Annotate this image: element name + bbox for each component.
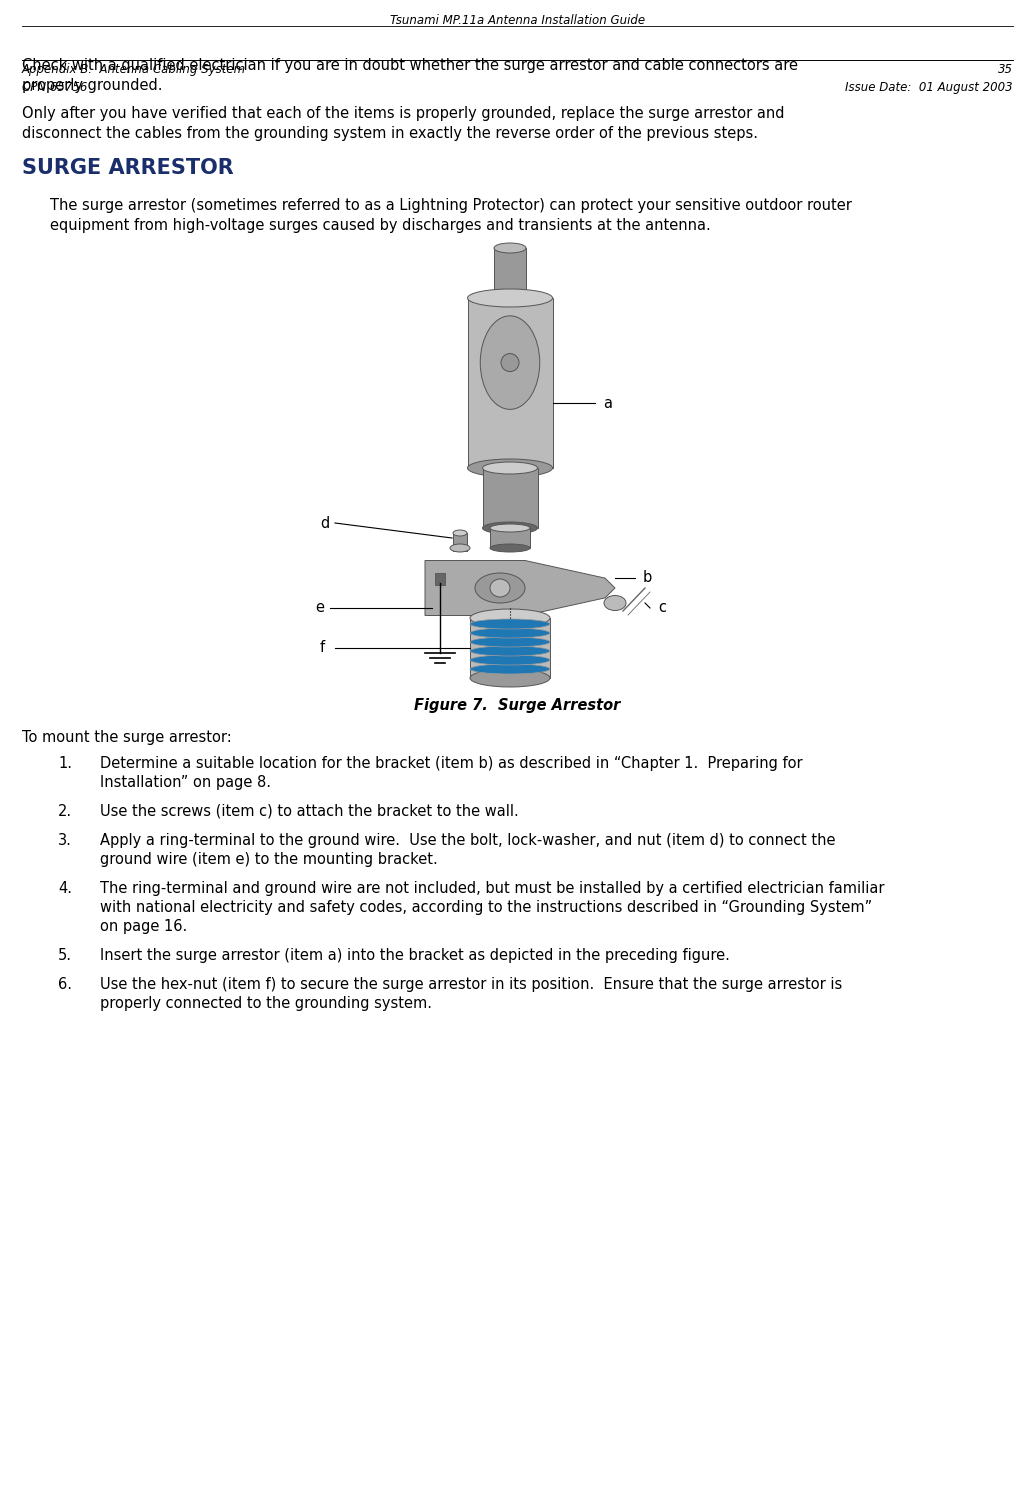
Text: b: b [643,571,652,586]
Text: CPN 65756: CPN 65756 [22,80,87,94]
Ellipse shape [490,578,510,596]
Text: SURGE ARRESTOR: SURGE ARRESTOR [22,158,234,178]
Text: Installation” on page 8.: Installation” on page 8. [100,775,271,790]
Text: a: a [603,396,612,410]
Text: Insert the surge arrestor (item a) into the bracket as depicted in the preceding: Insert the surge arrestor (item a) into … [100,949,730,964]
Text: Determine a suitable location for the bracket (item b) as described in “Chapter : Determine a suitable location for the br… [100,755,802,770]
Ellipse shape [470,654,550,665]
Ellipse shape [494,293,526,303]
Bar [453,532,467,552]
Text: Figure 7.  Surge Arrestor: Figure 7. Surge Arrestor [414,697,621,712]
Ellipse shape [453,529,467,535]
Ellipse shape [470,619,550,629]
Text: Tsunami MP.11a Antenna Installation Guide: Tsunami MP.11a Antenna Installation Guid… [390,13,645,27]
Ellipse shape [470,665,550,674]
Text: c: c [658,601,666,616]
Ellipse shape [470,610,550,628]
Ellipse shape [450,544,470,552]
Text: Only after you have verified that each of the items is properly grounded, replac: Only after you have verified that each o… [22,106,785,120]
Text: The ring-terminal and ground wire are not included, but must be installed by a c: The ring-terminal and ground wire are no… [100,880,885,897]
Ellipse shape [480,315,539,409]
Text: properly connected to the grounding system.: properly connected to the grounding syst… [100,996,432,1011]
Text: 4.: 4. [58,880,72,897]
Text: properly grounded.: properly grounded. [22,77,162,94]
Text: Appendix B.  Antenna Cabling System: Appendix B. Antenna Cabling System [22,62,246,76]
Text: Check with a qualified electrician if you are in doubt whether the surge arresto: Check with a qualified electrician if yo… [22,58,798,73]
Polygon shape [425,561,615,616]
Text: e: e [315,601,324,616]
Ellipse shape [470,669,550,687]
Ellipse shape [501,354,519,372]
Ellipse shape [470,645,550,656]
Text: 1.: 1. [58,755,72,770]
Text: Issue Date:  01 August 2003: Issue Date: 01 August 2003 [846,80,1013,94]
Text: f: f [320,641,325,656]
Text: Use the screws (item c) to attach the bracket to the wall.: Use the screws (item c) to attach the br… [100,804,519,819]
Bar [494,248,526,297]
Text: disconnect the cables from the grounding system in exactly the reverse order of : disconnect the cables from the grounding… [22,126,758,141]
Bar [470,619,550,678]
Ellipse shape [468,288,553,306]
Ellipse shape [490,544,530,552]
Text: Apply a ring-terminal to the ground wire.  Use the bolt, lock-washer, and nut (i: Apply a ring-terminal to the ground wire… [100,833,835,848]
Text: 6.: 6. [58,977,72,992]
Text: 35: 35 [998,62,1013,76]
Ellipse shape [490,523,530,532]
Bar [468,297,553,468]
Bar [435,572,445,584]
Ellipse shape [482,462,537,474]
Text: 3.: 3. [58,833,72,848]
Text: ground wire (item e) to the mounting bracket.: ground wire (item e) to the mounting bra… [100,852,438,867]
Ellipse shape [470,628,550,638]
Ellipse shape [475,572,525,604]
Ellipse shape [604,595,626,611]
Ellipse shape [468,459,553,477]
Text: 2.: 2. [58,804,72,819]
Text: on page 16.: on page 16. [100,919,197,934]
Ellipse shape [482,522,537,534]
Ellipse shape [494,242,526,253]
Text: equipment from high-voltage surges caused by discharges and transients at the an: equipment from high-voltage surges cause… [50,219,711,233]
Text: with national electricity and safety codes, according to the instructions descri: with national electricity and safety cod… [100,900,873,915]
Text: To mount the surge arrestor:: To mount the surge arrestor: [22,730,232,745]
Text: Use the hex-nut (item f) to secure the surge arrestor in its position.  Ensure t: Use the hex-nut (item f) to secure the s… [100,977,842,992]
Ellipse shape [470,636,550,647]
Bar [490,528,530,549]
Text: d: d [320,516,329,531]
Text: The surge arrestor (sometimes referred to as a Lightning Protector) can protect : The surge arrestor (sometimes referred t… [50,198,852,213]
Bar [482,468,537,528]
Text: 5.: 5. [58,949,72,964]
